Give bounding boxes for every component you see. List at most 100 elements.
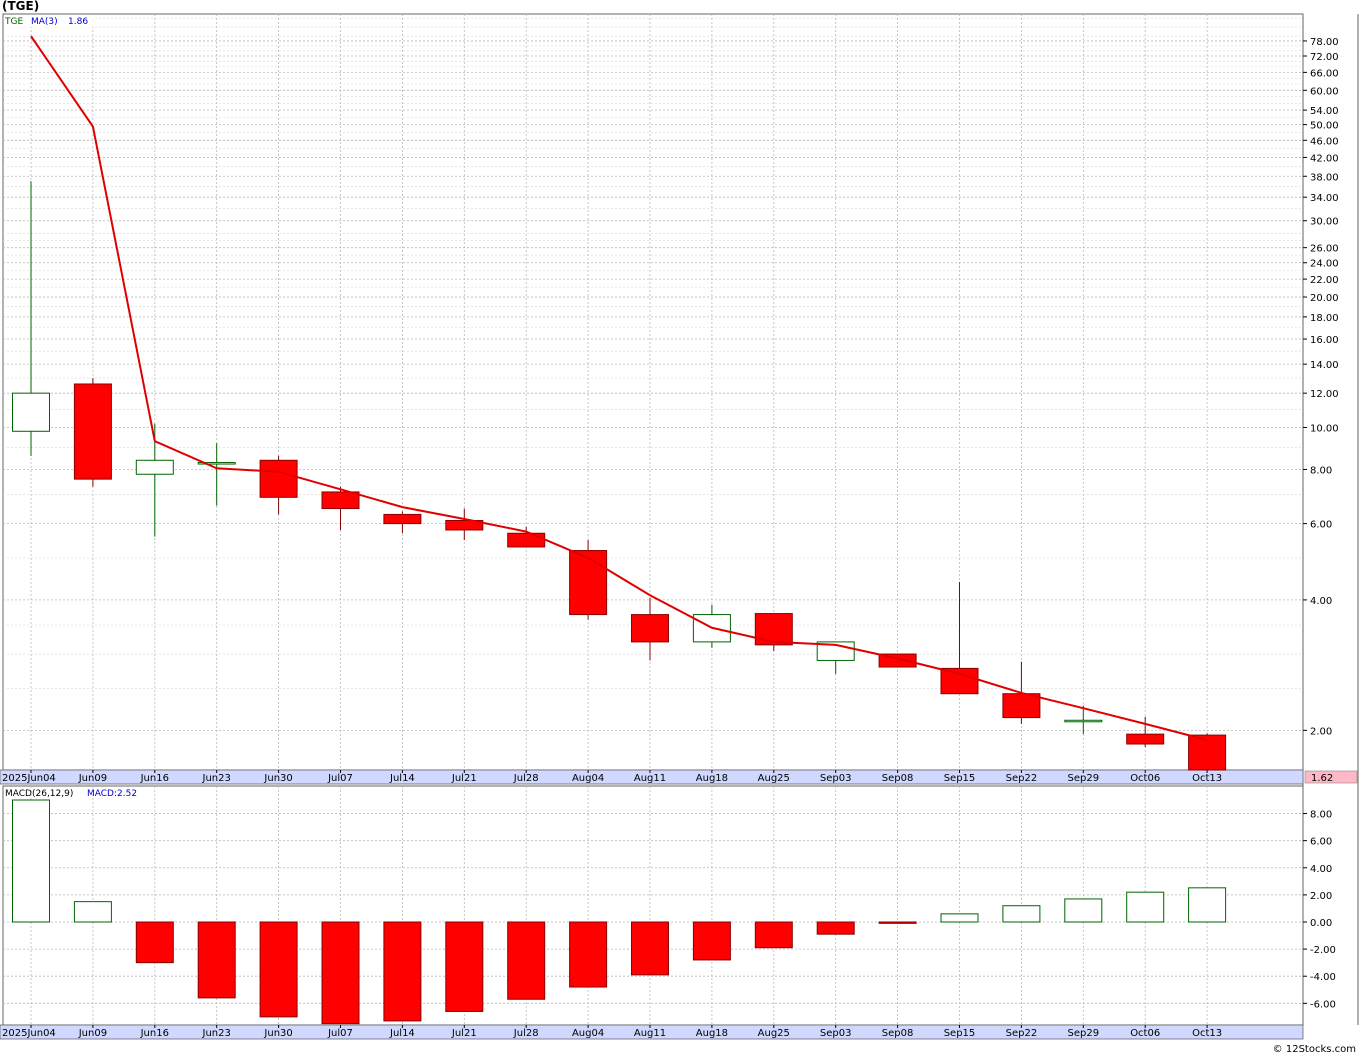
date-tick-label: Sep29	[1068, 773, 1100, 784]
price-tick-label: 22.00	[1310, 275, 1339, 286]
date-axis-band	[0, 1024, 1304, 1040]
price-panel	[2, 13, 1304, 771]
macd-tick-label: 2.00	[1310, 891, 1332, 902]
date-tick-label: Oct13	[1192, 1028, 1222, 1039]
date-tick-label: Jul21	[451, 1028, 477, 1039]
price-tick-label: 78.00	[1310, 37, 1339, 48]
date-tick-label: Jun23	[202, 1028, 231, 1039]
date-tick-label: Jul07	[327, 773, 353, 784]
date-tick-label: Jul14	[389, 1028, 415, 1039]
macd-bar	[507, 921, 546, 1000]
price-tick-label: 26.00	[1310, 244, 1339, 255]
legend-ma-value: 1.86	[68, 17, 88, 27]
macd-bar	[692, 921, 731, 961]
date-tick-label: Aug11	[634, 773, 666, 784]
date-tick-label: Sep29	[1068, 1028, 1100, 1039]
date-tick-label: Sep15	[944, 773, 976, 784]
candle-body	[754, 613, 793, 646]
macd-bar	[754, 921, 793, 949]
macd-tick-label: 0.00	[1310, 918, 1332, 929]
macd-bar	[1188, 887, 1227, 923]
date-tick-label: Jul07	[327, 1028, 353, 1039]
candle-body	[259, 459, 298, 498]
date-tick-label: Aug25	[758, 1028, 790, 1039]
macd-tick-label: -6.00	[1310, 999, 1336, 1010]
date-tick-label: Sep22	[1006, 773, 1038, 784]
date-tick-label: Jul28	[513, 1028, 539, 1039]
candle-body	[1188, 734, 1227, 771]
date-tick-label: Jun09	[78, 773, 107, 784]
date-tick-label: Jul21	[451, 773, 477, 784]
price-tick-label: 6.00	[1310, 520, 1332, 531]
macd-bar	[631, 921, 669, 976]
candle-body	[1002, 693, 1041, 719]
price-tick-label: 20.00	[1310, 293, 1339, 304]
macd-bar	[1126, 891, 1165, 923]
date-tick-label: Oct06	[1130, 1028, 1160, 1039]
price-tick-label: 38.00	[1310, 172, 1339, 183]
date-tick-label: 2025Jun04	[2, 1028, 56, 1039]
macd-tick-label: -4.00	[1310, 972, 1336, 983]
date-tick-label: 2025Jun04	[2, 773, 56, 784]
candle-body	[12, 392, 50, 432]
price-tick-label: 24.00	[1310, 259, 1339, 270]
price-tick-label: 4.00	[1310, 596, 1332, 607]
date-tick-label: Sep03	[820, 773, 852, 784]
ma3-line	[30, 35, 1208, 741]
macd-bar	[12, 799, 50, 923]
price-tick-label: 10.00	[1310, 423, 1339, 434]
date-tick-label: Jul14	[389, 773, 415, 784]
candle-body	[445, 519, 484, 531]
macd-bar	[73, 901, 112, 923]
date-tick-label: Oct06	[1130, 773, 1160, 784]
date-tick-label: Jun30	[263, 1028, 292, 1039]
price-tick-label: 46.00	[1310, 136, 1339, 147]
price-tick-label: 30.00	[1310, 217, 1339, 228]
price-tick-label: 14.00	[1310, 360, 1339, 371]
price-tick-label: 54.00	[1310, 106, 1339, 117]
date-tick-label: Sep15	[944, 1028, 976, 1039]
price-tick-label: 72.00	[1310, 52, 1339, 63]
macd-bar	[259, 921, 298, 1018]
price-tick-label: 2.00	[1310, 726, 1332, 737]
date-tick-label: Sep08	[882, 773, 914, 784]
price-tick-label: 66.00	[1310, 68, 1339, 79]
macd-tick-label: 8.00	[1310, 810, 1332, 821]
price-tick-label: 16.00	[1310, 335, 1339, 346]
macd-bar	[816, 921, 855, 935]
price-tick-label: 12.00	[1310, 389, 1339, 400]
date-tick-label: Jun30	[263, 773, 292, 784]
macd-bar	[321, 921, 360, 1025]
price-tick-label: 34.00	[1310, 193, 1339, 204]
price-legend-bg	[4, 15, 94, 27]
macd-tick-label: 6.00	[1310, 837, 1332, 848]
footer-credit: © 12Stocks.com	[1272, 1044, 1356, 1055]
date-tick-label: Aug18	[696, 773, 728, 784]
candle-body	[383, 513, 422, 525]
date-tick-label: Jun16	[140, 1028, 169, 1039]
last-price-box	[1304, 770, 1358, 784]
chart-title: (TGE)	[2, 0, 40, 13]
date-tick-label: Jun16	[140, 773, 169, 784]
date-axis-band	[0, 769, 1304, 785]
legend-symbol: TGE	[4, 17, 23, 27]
candle-body	[1126, 733, 1165, 745]
candle-body	[73, 383, 112, 480]
date-tick-label: Aug25	[758, 773, 790, 784]
macd-legend-label: MACD(26,12,9)	[5, 789, 73, 799]
macd-tick-label: -2.00	[1310, 945, 1336, 956]
last-price-label: 1.62	[1311, 773, 1333, 784]
candle-body	[135, 459, 174, 475]
date-tick-label: Sep08	[882, 1028, 914, 1039]
date-tick-label: Aug18	[696, 1028, 728, 1039]
macd-legend-value: MACD:2.52	[87, 789, 137, 799]
price-tick-label: 42.00	[1310, 153, 1339, 164]
macd-bar	[569, 921, 608, 988]
macd-bar	[135, 921, 174, 964]
price-tick-label: 18.00	[1310, 313, 1339, 324]
macd-bar	[1002, 905, 1041, 923]
price-tick-label: 60.00	[1310, 86, 1339, 97]
date-tick-label: Jul28	[513, 773, 539, 784]
